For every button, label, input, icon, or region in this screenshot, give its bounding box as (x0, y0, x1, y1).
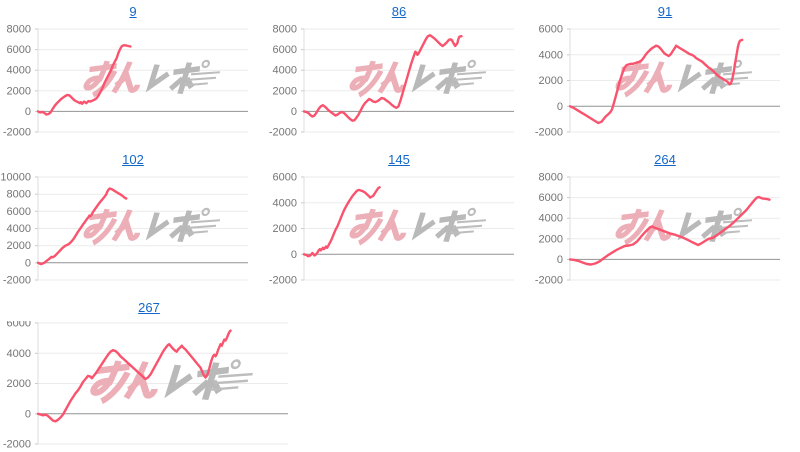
y-axis-label: 0 (291, 106, 297, 118)
y-axis-label: 0 (557, 254, 563, 266)
line-chart: 10000 8000 6000 4000 2000 0 -2000 (0, 173, 248, 287)
y-axis-label: -2000 (3, 439, 31, 451)
y-axis-label: 0 (25, 106, 31, 118)
y-axis-label: 2000 (539, 233, 563, 245)
y-axis-label: 0 (557, 101, 563, 113)
profit-line (302, 186, 381, 258)
y-axis-label: 4000 (273, 197, 297, 209)
chart-title-wrap: 145 (266, 148, 532, 173)
chart-title-wrap: 86 (266, 0, 532, 25)
line-chart: 8000 6000 4000 2000 0 -2000 (3, 25, 248, 139)
y-axis-label: 4000 (7, 348, 31, 360)
y-axis-label: 6000 (7, 44, 31, 56)
profit-line (36, 44, 132, 116)
chart-title-wrap: 91 (532, 0, 798, 25)
y-axis-label: -2000 (269, 127, 297, 139)
chart-block: 264 8000 6000 4000 2000 0 -2000 (532, 148, 798, 296)
machine-number-link[interactable]: 91 (657, 4, 673, 19)
y-axis-label: 4000 (7, 223, 31, 235)
y-axis-label: 8000 (7, 189, 31, 201)
minrepo-watermark-icon (350, 61, 488, 95)
chart-block: 91 6000 4000 2000 0 -2000 (532, 0, 798, 148)
y-axis-label: 6000 (7, 206, 31, 218)
y-axis-label: 0 (291, 249, 297, 261)
y-axis-label: -2000 (535, 275, 563, 287)
y-axis-label: 10000 (0, 173, 31, 184)
y-axis-label: 4000 (539, 213, 563, 225)
y-axis-label: 0 (25, 408, 31, 420)
y-axis-label: 2000 (7, 378, 31, 390)
y-axis-label: 6000 (273, 44, 297, 56)
machine-number-link[interactable]: 102 (122, 152, 144, 167)
line-chart: 6000 4000 2000 0 -2000 (535, 25, 780, 139)
chart-title-wrap: 9 (0, 0, 266, 25)
minrepo-watermark-icon (84, 209, 222, 243)
y-axis-label: 4000 (7, 65, 31, 77)
machine-number-link[interactable]: 145 (388, 152, 410, 167)
profit-line (36, 329, 232, 423)
chart-title-wrap: 264 (532, 148, 798, 173)
y-axis-label: 2000 (539, 75, 563, 87)
chart-block: 267 6000 4000 2000 0 -2000 (0, 296, 298, 451)
profit-line (568, 38, 744, 125)
line-chart: 8000 6000 4000 2000 0 -2000 (269, 25, 514, 139)
y-axis-label: 8000 (7, 25, 31, 36)
y-axis-label: 6000 (7, 321, 31, 330)
y-axis-label: 4000 (273, 65, 297, 77)
y-axis-label: 2000 (7, 85, 31, 97)
profit-line (36, 187, 128, 266)
chart-block: 86 8000 6000 4000 2000 0 -2000 (266, 0, 532, 148)
machine-number-link[interactable]: 267 (138, 300, 160, 315)
machine-number-link[interactable]: 86 (391, 4, 407, 19)
y-axis-label: 2000 (273, 85, 297, 97)
y-axis-label: 8000 (273, 25, 297, 36)
profit-line (568, 195, 771, 266)
y-axis-label: -2000 (3, 127, 31, 139)
y-axis-label: -2000 (3, 275, 31, 287)
y-axis-label: 6000 (539, 25, 563, 36)
y-axis-label: -2000 (535, 127, 563, 139)
chart-title-wrap: 102 (0, 148, 266, 173)
y-axis-label: 4000 (539, 49, 563, 61)
y-axis-label: 2000 (7, 240, 31, 252)
y-axis-label: -2000 (269, 275, 297, 287)
chart-block: 102 10000 8000 6000 4000 2000 0 -2000 (0, 148, 266, 296)
line-chart: 6000 4000 2000 0 -2000 (3, 321, 288, 451)
machine-number-link[interactable]: 9 (129, 4, 137, 19)
profit-line (302, 33, 463, 122)
minrepo-watermark-icon (350, 209, 488, 243)
minrepo-watermark-icon (91, 361, 256, 402)
line-chart: 8000 6000 4000 2000 0 -2000 (535, 173, 780, 287)
y-axis-label: 8000 (539, 173, 563, 184)
y-axis-label: 6000 (539, 192, 563, 204)
minrepo-watermark-icon (84, 61, 222, 95)
chart-title-wrap: 267 (0, 296, 298, 321)
chart-block: 145 6000 4000 2000 0 -2000 (266, 148, 532, 296)
line-chart: 6000 4000 2000 0 -2000 (269, 173, 514, 287)
machine-number-link[interactable]: 264 (654, 152, 676, 167)
y-axis-label: 0 (25, 257, 31, 269)
y-axis-label: 6000 (273, 173, 297, 184)
y-axis-label: 2000 (273, 223, 297, 235)
chart-block: 9 8000 6000 4000 2000 0 -2000 (0, 0, 266, 148)
